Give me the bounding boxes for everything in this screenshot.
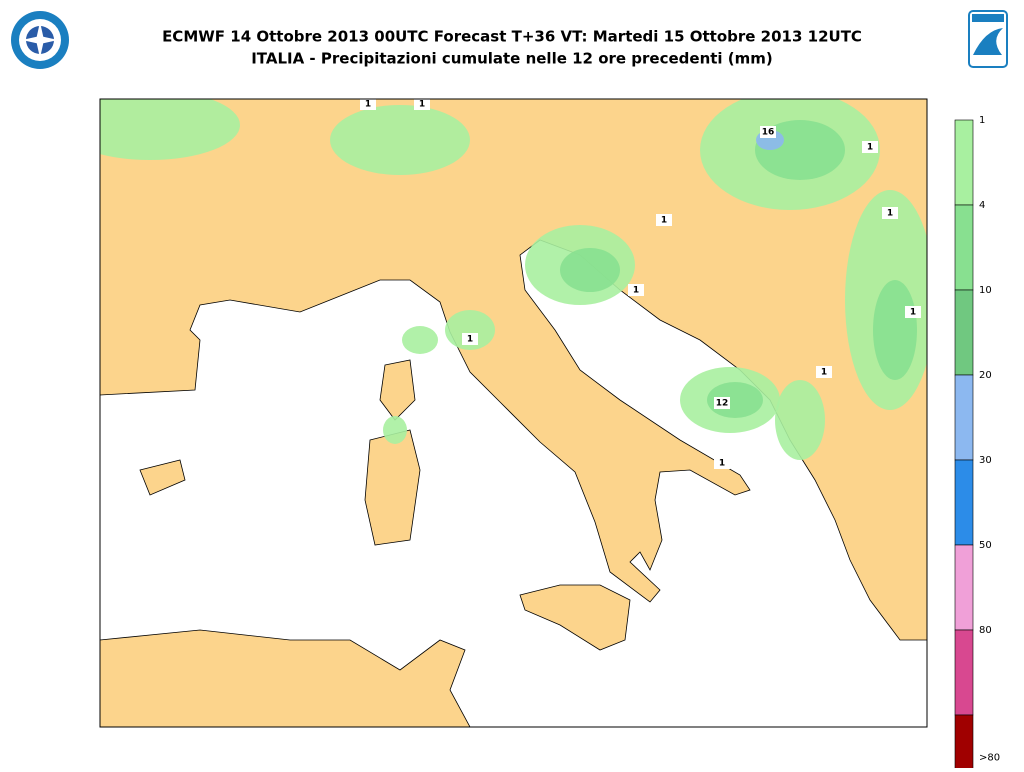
precip-area [775,380,825,460]
subtitle: ITALIA - Precipitazioni cumulate nelle 1… [251,50,773,68]
contour-label-box [462,333,478,345]
colorbar-label: 20 [979,370,992,381]
colorbar-segment [954,629,974,716]
land [519,584,631,651]
precip-area [330,105,470,175]
contour-label: 1 [467,335,473,345]
colorbar-label: 30 [979,455,992,466]
precip-area [445,310,495,350]
colorbar-label: 1 [979,115,985,126]
colorbar-segment [954,204,974,291]
colorbar-label: 10 [979,285,992,296]
colorbar-segment [954,119,974,206]
map-frame [99,98,928,728]
contour-label-box [714,457,730,469]
contour-label: 1 [910,308,916,318]
land [139,459,186,496]
contour-label-box [360,99,376,110]
colorbar-segment [954,714,974,772]
contour-label-box [882,207,898,219]
contour-label: 1 [365,100,371,110]
contour-label-box [628,284,644,296]
contour-label: 1 [419,100,425,110]
precip-area [383,416,407,444]
land [379,359,416,421]
contour-label-box [862,141,878,153]
contour-label: 1 [867,143,873,153]
colorbar-label: 4 [979,200,985,211]
land [364,429,421,546]
precip-area [873,280,917,380]
colorbar-segment [954,374,974,461]
precip-area [100,99,240,160]
colorbar-label: 50 [979,540,992,551]
contour-label: 1 [887,209,893,219]
contour-label-box [760,126,776,138]
logo-right [968,10,1008,68]
colorbar: 1 4 10 20 30 50 80 >80 [954,115,1000,772]
contour-label: 1 [719,459,725,469]
logo-left [11,11,69,69]
contour-label-box [714,397,730,409]
land [100,629,471,727]
contour-label-box [816,366,832,378]
precip-area [560,248,620,292]
contour-label: 16 [762,128,775,138]
contour-label-box [414,99,430,110]
contour-label: 1 [633,286,639,296]
contour-label-box [656,214,672,226]
colorbar-label: >80 [979,753,1000,764]
contour-label: 1 [661,216,667,226]
map: 1 1 1 1 1 1 1 1 1 1 16 12 [100,99,927,727]
precip-area [402,326,438,354]
colorbar-label: 80 [979,625,992,636]
contour-label-box [905,306,921,318]
title: ECMWF 14 Ottobre 2013 00UTC Forecast T+3… [162,28,862,46]
colorbar-segment [954,289,974,376]
colorbar-segment [954,459,974,546]
contour-label: 12 [716,399,729,409]
contour-label: 1 [821,368,827,378]
colorbar-segment [954,544,974,631]
